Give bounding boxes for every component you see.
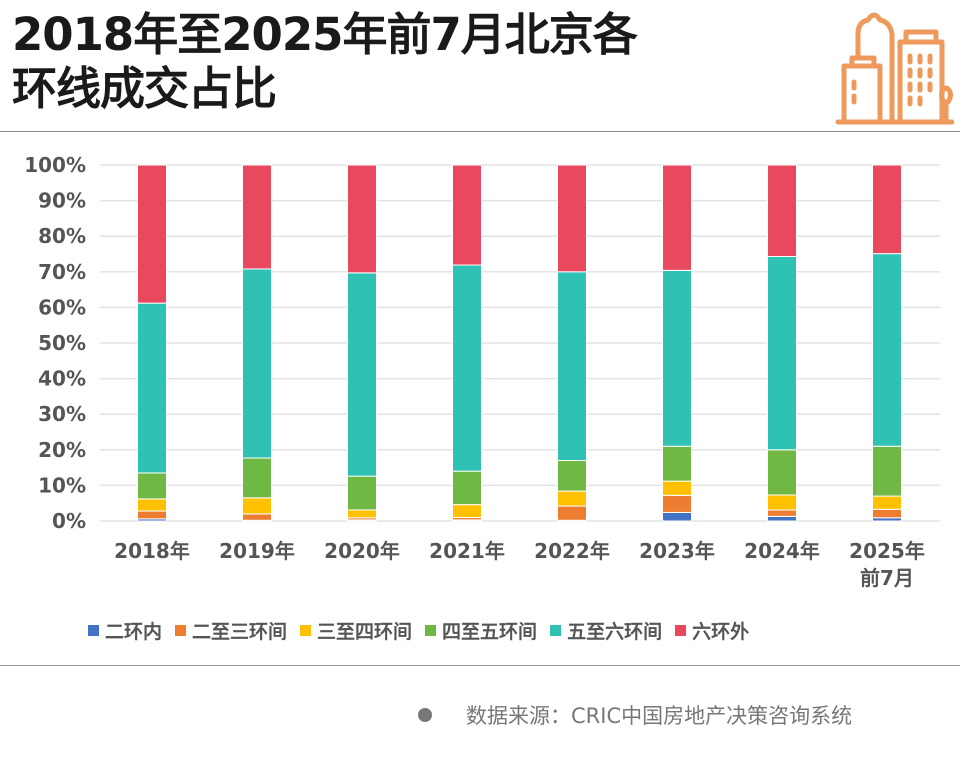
x-tick-label: 2024年	[744, 539, 820, 563]
x-tick-label: 2023年	[639, 539, 715, 563]
bar-segment	[557, 459, 587, 492]
bars	[137, 164, 902, 522]
bar-segment	[452, 504, 482, 518]
bar-segment	[557, 271, 587, 461]
title-line-2: 环线成交占比	[12, 62, 277, 115]
x-tick-label: 2025年	[849, 539, 925, 563]
bar-segment	[767, 164, 797, 257]
bar-segment	[242, 268, 272, 459]
y-tick-label: 50%	[38, 331, 86, 355]
bar-segment	[137, 498, 167, 512]
bar-segment	[662, 511, 692, 522]
bar-segment	[452, 164, 482, 266]
bar-segment	[662, 164, 692, 271]
y-tick-label: 80%	[38, 224, 86, 248]
bar-segment	[872, 253, 902, 447]
bar-segment	[557, 505, 587, 521]
page-title: 2018年至2025年前7月北京各 环线成交占比	[12, 8, 812, 116]
bar-segment	[242, 164, 272, 270]
bar-segment	[767, 494, 797, 511]
y-tick-label: 90%	[38, 189, 86, 213]
y-tick-label: 30%	[38, 402, 86, 426]
x-tick-label: 2019年	[219, 539, 295, 563]
bar-segment	[767, 515, 797, 522]
bar-segment	[452, 264, 482, 472]
bar-segment	[662, 494, 692, 513]
bullet-dot-icon	[418, 708, 432, 722]
y-tick-label: 70%	[38, 260, 86, 284]
legend: 二环内 二至三环间 三至四环间 四至五环间 五至六环间 六环外	[88, 617, 762, 643]
y-tick-label: 40%	[38, 367, 86, 391]
bar-segment	[137, 472, 167, 500]
city-buildings-icon	[835, 12, 954, 125]
bar-segment	[767, 509, 797, 517]
bar-segment	[767, 255, 797, 451]
legend-swatch	[550, 624, 562, 636]
bar-segment	[242, 497, 272, 515]
legend-label: 三至四环间	[317, 620, 413, 643]
footer-divider	[0, 665, 960, 666]
legend-swatch	[425, 624, 437, 636]
bar-segment	[347, 509, 377, 519]
x-tick-label: 2018年	[114, 539, 190, 563]
legend-swatch	[175, 624, 187, 636]
bar-segment	[452, 470, 482, 506]
header-divider	[0, 131, 960, 132]
y-axis: 0% 10% 20% 30% 40% 50% 60% 70% 80% 90% 100%	[24, 153, 86, 533]
bar-segment	[242, 457, 272, 499]
bar-segment	[662, 480, 692, 496]
bar-segment	[137, 302, 167, 474]
bar-segment	[872, 164, 902, 255]
bar-segment	[347, 164, 377, 274]
legend-swatch	[675, 624, 687, 636]
bar-segment	[347, 475, 377, 511]
legend-item: 六环外	[675, 617, 749, 644]
gridlines	[100, 164, 940, 522]
legend-label: 四至五环间	[442, 620, 538, 643]
bar-segment	[557, 490, 587, 507]
bar-segment	[137, 510, 167, 520]
title-line-1: 2018年至2025年前7月北京各	[12, 8, 638, 61]
legend-item: 二至三环间	[175, 617, 287, 644]
bar-segment	[662, 445, 692, 482]
y-tick-label: 10%	[38, 473, 86, 497]
y-tick-label: 100%	[24, 153, 86, 177]
source-note: 数据来源：CRIC中国房地产决策咨询系统	[418, 700, 852, 730]
y-tick-label: 20%	[38, 438, 86, 462]
legend-label: 二环内	[105, 620, 163, 643]
y-tick-label: 0%	[52, 509, 86, 533]
x-axis: 2018年 2019年 2020年 2021年 2022年 2023年 2024年 2025年…	[114, 539, 925, 590]
bar-segment	[767, 449, 797, 496]
legend-label: 二至三环间	[192, 620, 288, 643]
legend-item: 五至六环间	[550, 617, 662, 644]
legend-swatch	[88, 624, 99, 636]
bar-segment	[662, 269, 692, 447]
bar-segment	[347, 272, 377, 477]
legend-label: 五至六环间	[567, 620, 663, 643]
legend-item: 二环内	[88, 617, 162, 644]
bar-segment	[137, 164, 167, 304]
x-tick-label: 前7月	[860, 566, 914, 590]
y-tick-label: 60%	[38, 295, 86, 319]
legend-label: 六环外	[692, 620, 750, 643]
bar-segment	[242, 513, 272, 521]
x-tick-label: 2022年	[534, 539, 610, 563]
bar-segment	[872, 445, 902, 497]
legend-item: 四至五环间	[425, 617, 537, 644]
bar-segment	[872, 508, 902, 519]
x-tick-label: 2021年	[429, 539, 505, 563]
legend-item: 三至四环间	[300, 617, 412, 644]
bar-segment	[872, 495, 902, 510]
x-tick-label: 2020年	[324, 539, 400, 563]
source-text: 数据来源：CRIC中国房地产决策咨询系统	[466, 704, 853, 728]
bar-segment	[557, 164, 587, 273]
legend-swatch	[300, 624, 312, 636]
stacked-bar-chart: 0%10%20%30%40%50%60%70%80%90%100% 2018年 2…	[24, 153, 940, 590]
